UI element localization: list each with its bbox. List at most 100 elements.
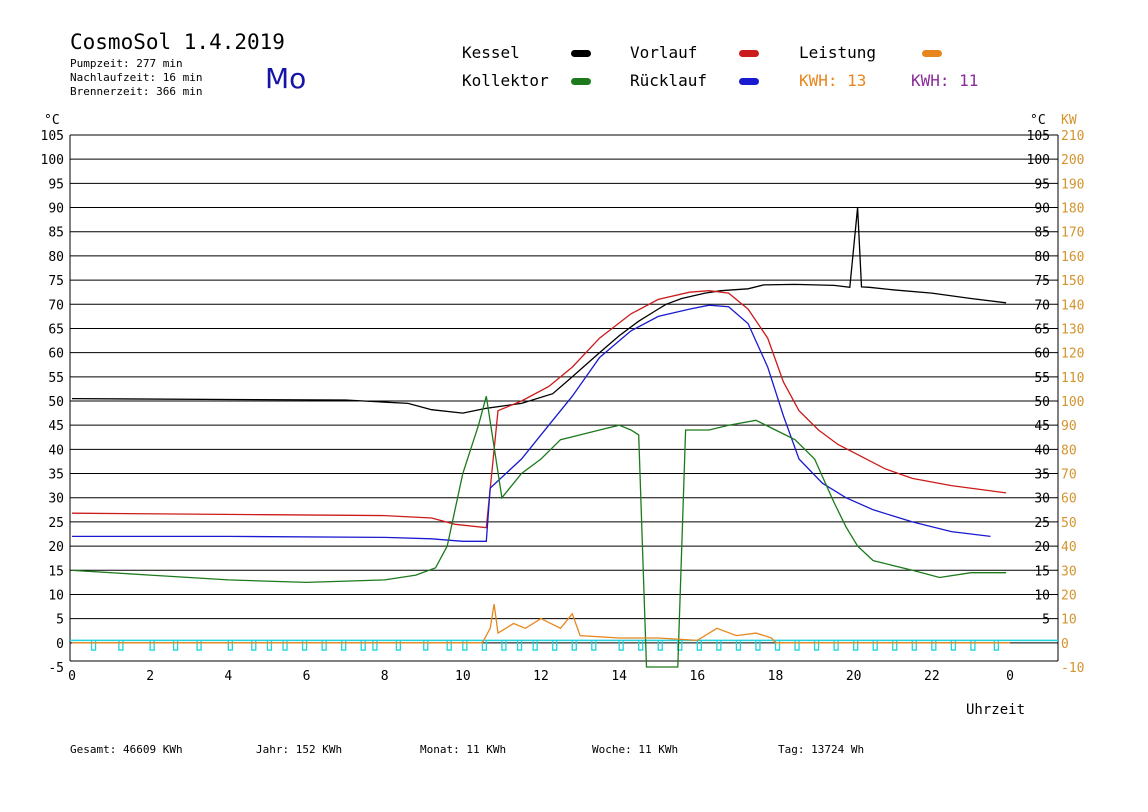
pump-pulse [341,640,347,651]
x-tick-label: 22 [924,669,940,684]
page-title: CosmoSol 1.4.2019 [70,30,285,54]
grid-lines [69,134,1059,662]
footer-tag: Tag: 13724 Wh [778,743,865,756]
legend-leistung-label: Leistung [799,43,877,62]
y2-tick-label: 100 [1061,395,1084,410]
y-tick-label: 25 [48,516,64,531]
y-tick-label: 85 [48,226,64,241]
footer-monat: Monat: 11 KWh [420,743,507,756]
y-tick-label: 95 [48,177,64,192]
pump-pulse [251,640,257,651]
y2-tick-label: 190 [1061,177,1084,192]
pump-pulse [501,640,507,651]
x-tick-label: 0 [1006,669,1014,684]
y2-tick-label: 130 [1061,322,1084,337]
series-lines [71,207,1010,668]
pump-pulse [950,640,957,651]
y-tick-label-right: 60 [1034,347,1050,362]
y-tick-label: 60 [48,347,64,362]
y2-tick-label: 10 [1061,613,1077,628]
pump-pulse [552,640,558,651]
x-tick-label: 10 [455,669,471,684]
y-tick-label: 45 [48,419,64,434]
y-tick-label: 55 [48,371,64,386]
y-tick-label-right: 105 [1027,129,1050,144]
pump-pulse [735,640,742,651]
series-line-kollektor [71,396,1007,668]
y2-tick-label: 40 [1061,540,1077,555]
pump-pulse [516,640,523,651]
right-unit-label: °C [1030,113,1046,128]
y-tick-label-right: 10 [1034,588,1050,603]
y-tick-label: 105 [41,129,64,144]
pump-pulse [196,640,202,651]
y-tick-label-right: 25 [1034,516,1050,531]
y-tick-label: 80 [48,250,64,265]
pump-pulse [90,640,97,651]
legend-kollektor-label: Kollektor [462,71,549,90]
pump-pulse [149,640,155,651]
x-tick-label: 18 [768,669,784,684]
legend-ruecklauf-swatch [739,78,759,85]
pump-pulse [638,640,644,651]
y-tick-label-right: 70 [1034,298,1050,313]
series-line-kessel [71,207,1007,414]
y-tick-label: 75 [48,274,64,289]
legend-kollektor-swatch [571,78,591,85]
y2-tick-label: 70 [1061,468,1077,483]
pump-pulse [360,640,366,651]
pump-pulse [993,640,1000,651]
y-tick-label-right: 65 [1034,322,1050,337]
x-axis-title: Uhrzeit [966,702,1026,718]
y-tick-label: 20 [48,540,64,555]
pump-pulse [774,640,781,651]
kwh-leistung-text: KWH: 13 [799,71,867,90]
pump-pulse [571,640,577,651]
pump-pulse [696,640,702,651]
footer-woche: Woche: 11 KWh [592,743,679,756]
pump-pulse [755,640,761,651]
pumpzeit-text: Pumpzeit: 277 min [70,57,183,70]
y-tick-label-right: 45 [1034,419,1050,434]
pump-pulse [462,640,468,651]
pump-pulse [657,640,663,651]
y2-tick-label: 120 [1061,347,1084,362]
x-tick-label: 16 [690,669,706,684]
y-tick-label-right: 75 [1034,274,1050,289]
pump-pulse [970,640,976,651]
y-tick-label-right: 100 [1027,153,1050,168]
pump-pulse [118,640,124,651]
pump-pulse [266,640,273,651]
legend-kessel-swatch [571,50,591,57]
y2-tick-label: 180 [1061,202,1084,217]
pump-pulse [931,640,937,651]
y2-tick-label: 0 [1061,637,1069,652]
pump-pulse [301,640,308,651]
y2-tick-label: 80 [1061,443,1077,458]
kw-unit-label: KW [1061,113,1077,128]
y2-tick-label: 200 [1061,153,1084,168]
series-line-rücklauf [72,304,991,542]
x-tick-label: 14 [611,669,627,684]
pump-pulse [716,640,722,651]
y-tick-label-right: 40 [1034,443,1050,458]
weekday-label: Mo [265,62,307,95]
pump-pulse [372,640,378,651]
pump-pulse [833,640,839,651]
pump-pulse [892,640,898,651]
y2-tick-label: -10 [1061,661,1084,676]
pump-pulse [872,640,878,651]
y2-tick-label: 150 [1061,274,1084,289]
y2-tick-label: 210 [1061,129,1084,144]
y-axis-kw: -10 0 10 20 30 40 50 60 70 80 90 100 110 120 130 140 150… [1061,129,1084,676]
y2-tick-label: 60 [1061,492,1077,507]
kwh-ruecklauf-text: KWH: 11 [911,71,979,90]
pump-pulse [532,640,538,651]
pump-pulse [911,640,917,651]
pump-pulse [172,640,179,651]
pump-pulse [618,640,624,651]
footer-gesamt: Gesamt: 46609 KWh [70,743,183,756]
x-tick-label: 2 [146,669,154,684]
pump-pulse [794,640,800,651]
